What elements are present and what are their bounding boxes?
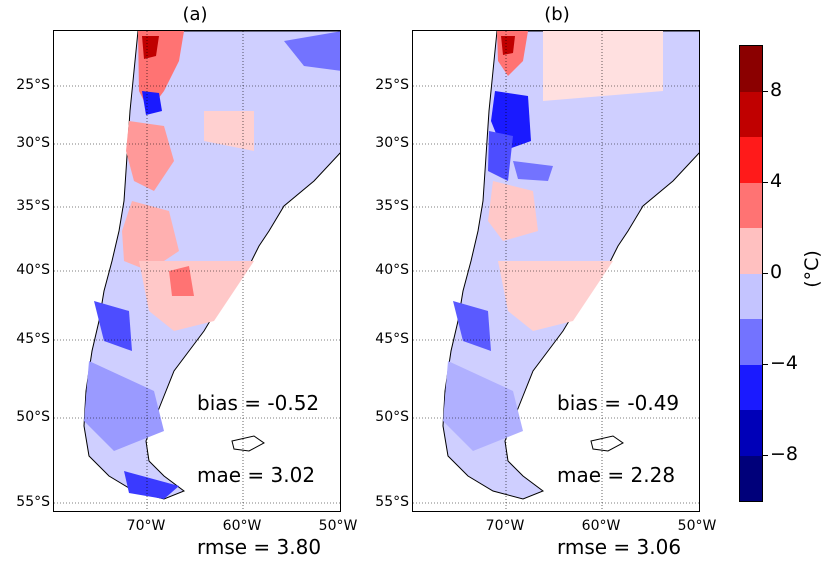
map-a-canvas xyxy=(54,31,340,511)
bias-text: bias = -0.52 xyxy=(197,391,320,415)
lat-label: 55°S xyxy=(16,494,50,510)
lat-label: 40°S xyxy=(16,262,50,278)
colorbar-tick xyxy=(763,91,768,92)
stats-panel-a: bias = -0.52 mae = 3.02 rmse = 3.80 xyxy=(197,343,321,583)
colorbar-segment xyxy=(740,182,762,228)
lon-label: 70°W xyxy=(485,518,525,534)
warm-patch xyxy=(126,121,174,191)
colorbar xyxy=(739,45,763,502)
warm-patch xyxy=(543,31,663,101)
lat-label: 50°S xyxy=(375,409,409,425)
cool-patch xyxy=(124,471,179,499)
panel-b-title: (b) xyxy=(544,4,570,25)
cool-patch xyxy=(443,361,523,451)
mae-text: mae = 2.28 xyxy=(557,463,676,487)
lat-label: 30°S xyxy=(375,135,409,151)
colorbar-segment xyxy=(740,228,762,274)
map-panel-b xyxy=(412,30,700,512)
lat-label: 40°S xyxy=(375,262,409,278)
map-panel-a xyxy=(53,30,341,512)
lon-label: 60°W xyxy=(581,518,621,534)
lat-label: 50°S xyxy=(16,409,50,425)
cool-patch xyxy=(488,131,513,181)
colorbar-tick xyxy=(763,364,768,365)
cool-patch xyxy=(513,161,553,181)
bias-text: bias = -0.49 xyxy=(557,391,680,415)
colorbar-segment xyxy=(740,410,762,456)
colorbar-segment xyxy=(740,46,762,92)
warm-patch xyxy=(204,111,254,151)
warm-patch xyxy=(169,266,194,296)
colorbar-segment xyxy=(740,455,762,501)
colorbar-tick-label: −8 xyxy=(770,443,799,465)
lat-label: 45°S xyxy=(16,331,50,347)
lat-label: 35°S xyxy=(16,198,50,214)
colorbar-segment xyxy=(740,364,762,410)
lat-label: 35°S xyxy=(375,198,409,214)
cool-patch xyxy=(84,361,164,451)
colorbar-tick-label: 4 xyxy=(770,170,783,192)
lat-label: 45°S xyxy=(375,331,409,347)
lat-label: 25°S xyxy=(16,77,50,93)
lat-label: 55°S xyxy=(375,494,409,510)
warm-patch xyxy=(501,36,515,55)
colorbar-unit-label: (°C) xyxy=(801,250,823,288)
warm-patch xyxy=(122,201,179,271)
warm-patch xyxy=(488,181,538,241)
colorbar-tick xyxy=(763,182,768,183)
graticule xyxy=(413,31,699,511)
graticule xyxy=(54,31,340,511)
lat-label: 30°S xyxy=(16,135,50,151)
rmse-text: rmse = 3.80 xyxy=(197,535,322,559)
falkland-islands xyxy=(590,435,624,452)
warm-patch xyxy=(139,261,254,331)
panel-a-title: (a) xyxy=(182,4,208,25)
lon-label: 50°W xyxy=(677,518,717,534)
cool-patch xyxy=(94,301,132,351)
map-b-canvas xyxy=(413,31,699,511)
falkland-islands xyxy=(231,435,265,452)
colorbar-tick xyxy=(763,455,768,456)
warm-patch xyxy=(498,261,613,331)
colorbar-segment xyxy=(740,319,762,365)
warm-patch xyxy=(142,36,159,59)
lat-label: 25°S xyxy=(375,77,409,93)
colorbar-tick-label: 0 xyxy=(770,261,783,283)
lon-label: 50°W xyxy=(318,518,358,534)
rmse-text: rmse = 3.06 xyxy=(557,535,682,559)
colorbar-segment xyxy=(740,137,762,183)
lon-label: 60°W xyxy=(222,518,262,534)
lon-label: 70°W xyxy=(126,518,166,534)
stats-panel-b: bias = -0.49 mae = 2.28 rmse = 3.06 xyxy=(557,343,681,583)
colorbar-segment xyxy=(740,91,762,137)
cool-patch xyxy=(284,31,340,71)
colorbar-tick-label: −4 xyxy=(770,352,799,374)
colorbar-segment xyxy=(740,273,762,319)
colorbar-tick-label: 8 xyxy=(770,79,783,101)
mae-text: mae = 3.02 xyxy=(197,463,316,487)
cool-patch xyxy=(453,301,491,351)
colorbar-tick xyxy=(763,273,768,274)
